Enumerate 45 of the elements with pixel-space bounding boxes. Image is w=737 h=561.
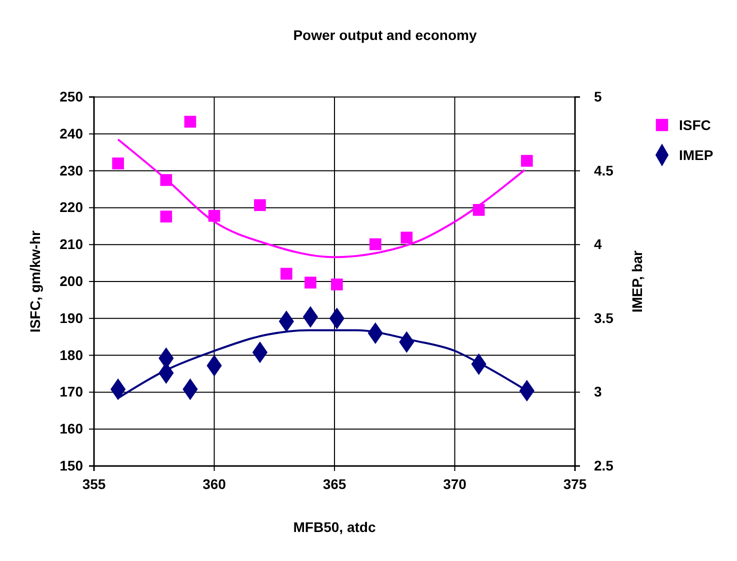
y2-tick-label: 5 — [594, 88, 602, 104]
point — [369, 238, 382, 250]
point — [302, 306, 318, 328]
y-axis-title: ISFC, gm/kw-hr — [27, 230, 43, 332]
point — [280, 268, 292, 280]
point — [184, 116, 196, 128]
y2-tick-label: 3.5 — [594, 310, 614, 326]
y2-axis-title: IMEP, bar — [629, 250, 645, 312]
point — [112, 158, 124, 170]
y2-tick-label: 2.5 — [594, 457, 614, 474]
x-tick-label: 370 — [443, 476, 467, 492]
y-tick-label: 190 — [60, 310, 84, 326]
chart-title: Power output and economy — [293, 27, 477, 43]
x-tick-label: 360 — [202, 476, 226, 492]
y2-tick-label: 4.5 — [594, 162, 614, 178]
y-tick-label: 160 — [60, 420, 84, 437]
point — [278, 310, 294, 332]
point — [206, 354, 222, 376]
y-tick-label: 170 — [60, 384, 84, 400]
point — [254, 199, 266, 212]
y-tick-label: 150 — [60, 457, 84, 474]
y-tick-label: 240 — [60, 125, 84, 142]
legend-label: ISFC — [679, 117, 711, 133]
point — [160, 210, 172, 222]
x-axis-title: MFB50, atdc — [293, 519, 376, 535]
y2-tick-label: 3 — [594, 384, 602, 400]
y-tick-label: 210 — [60, 236, 84, 252]
point — [110, 378, 126, 400]
y-tick-label: 230 — [60, 162, 84, 178]
point — [400, 232, 413, 244]
line-series — [117, 138, 526, 258]
y-tick-label: 200 — [60, 272, 84, 289]
y-tick-label: 180 — [60, 346, 84, 363]
x-tick-label: 355 — [82, 476, 106, 492]
y-tick-label: 250 — [60, 88, 84, 104]
y2-tick-label: 4 — [594, 236, 602, 252]
y-tick-label: 220 — [60, 199, 84, 216]
point — [520, 154, 533, 167]
x-tick-label: 365 — [322, 476, 346, 492]
point — [252, 342, 268, 364]
point — [329, 308, 344, 330]
x-tick-label: 375 — [563, 476, 587, 492]
legend-label: IMEP — [679, 147, 714, 163]
point — [330, 278, 343, 290]
point — [304, 276, 316, 289]
